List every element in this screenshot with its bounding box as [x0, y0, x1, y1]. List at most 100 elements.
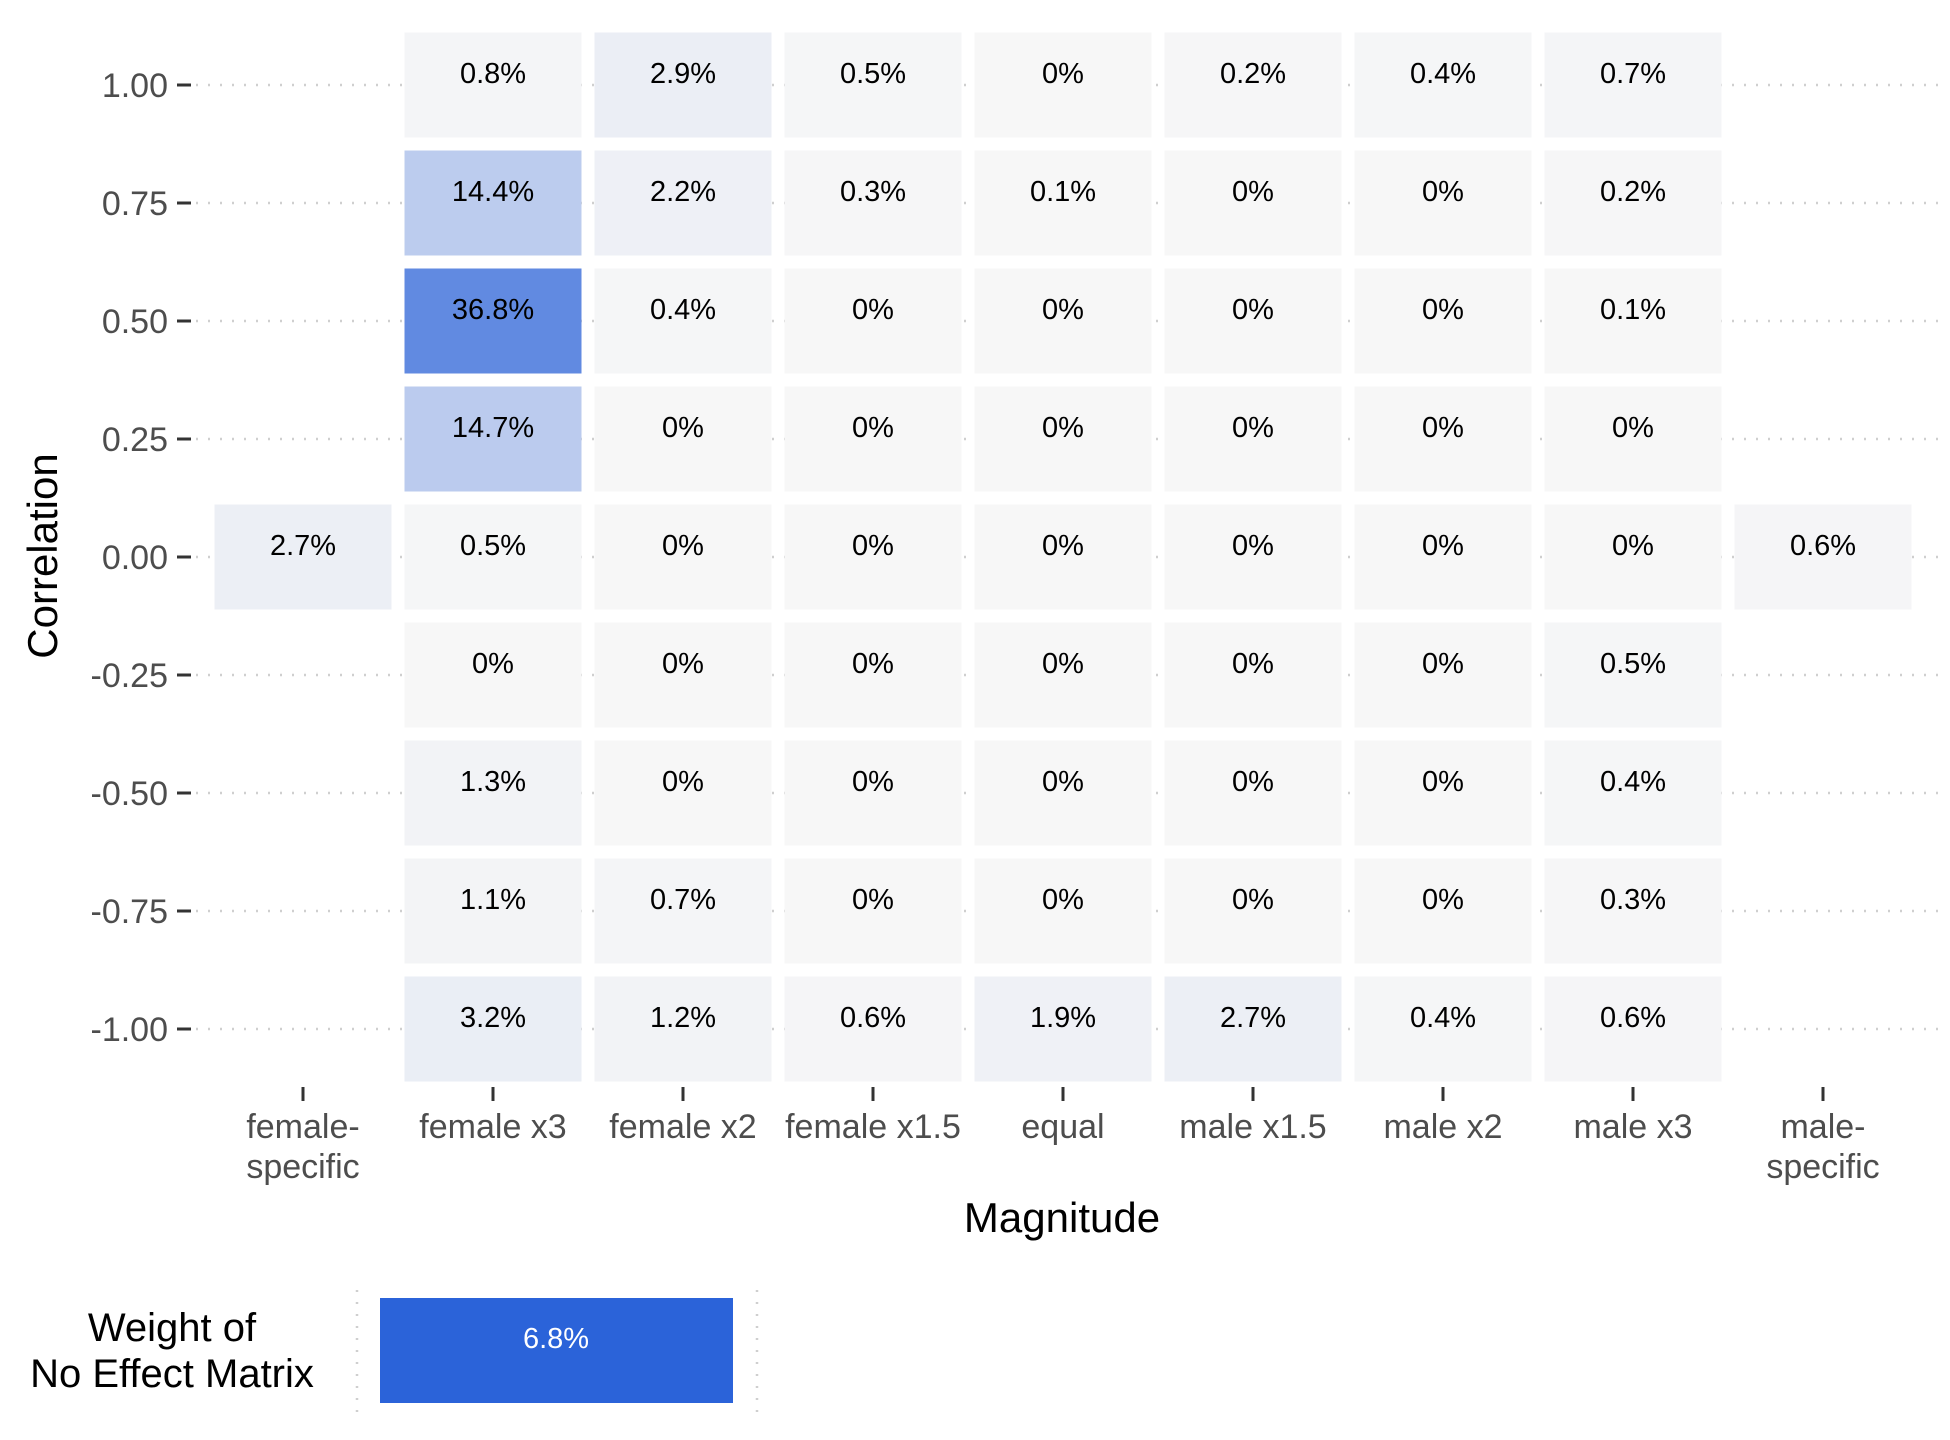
cell-value-label: 0.6% [840, 1002, 906, 1034]
y-tick-label: 0.50 [102, 303, 168, 341]
heatmap-cell [1164, 976, 1342, 1082]
cell-value-label: 0% [1422, 648, 1464, 680]
y-tick-label: -0.50 [91, 775, 169, 813]
heatmap-cell [974, 622, 1152, 728]
heatmap-cell [594, 150, 772, 256]
x-tick-label: male-specific [1766, 1108, 1879, 1186]
cell-value-label: 0% [1422, 766, 1464, 798]
heatmap-cell [594, 740, 772, 846]
cell-value-label: 0% [1042, 412, 1084, 444]
heatmap-cell [594, 386, 772, 492]
cell-value-label: 0% [1232, 766, 1274, 798]
cell-value-label: 0% [662, 412, 704, 444]
y-tick-label: 0.75 [102, 185, 168, 223]
cell-value-label: 0% [1042, 884, 1084, 916]
x-axis-title: Magnitude [964, 1194, 1160, 1241]
cell-value-label: 0% [662, 766, 704, 798]
cell-value-label: 0.2% [1220, 58, 1286, 90]
heatmap-cell [1544, 858, 1722, 964]
heatmap-cell [404, 386, 582, 492]
heatmap-cell [784, 858, 962, 964]
y-tick-label: -0.75 [91, 893, 169, 931]
cell-value-label: 0.4% [650, 294, 716, 326]
heatmap-cell [1354, 150, 1532, 256]
cell-value-label: 0% [852, 766, 894, 798]
cell-value-label: 0.5% [460, 530, 526, 562]
cell-value-label: 0% [1232, 648, 1274, 680]
cell-value-label: 0% [1232, 412, 1274, 444]
x-tick-label: equal [1021, 1108, 1104, 1146]
cell-value-label: 0% [1232, 884, 1274, 916]
cell-value-label: 0% [1042, 58, 1084, 90]
heatmap-cell [974, 740, 1152, 846]
cell-value-label: 0% [1422, 884, 1464, 916]
cell-value-label: 0.4% [1410, 1002, 1476, 1034]
cell-value-label: 0% [1232, 294, 1274, 326]
heatmap-cell [1354, 504, 1532, 610]
cell-value-label: 0% [662, 530, 704, 562]
cell-value-label: 0% [472, 648, 514, 680]
heatmap-cell [1544, 976, 1722, 1082]
cell-value-label: 0% [1422, 412, 1464, 444]
cell-value-label: 0% [852, 412, 894, 444]
no-effect-weight-panel: Weight of No Effect Matrix 6.8% [30, 1290, 759, 1412]
x-tick-label: female x1.5 [785, 1108, 961, 1146]
heatmap-cell [1164, 386, 1342, 492]
heatmap-cell [404, 268, 582, 374]
heatmap-cell [594, 622, 772, 728]
cell-value-label: 14.4% [452, 176, 534, 208]
cell-value-label: 0% [1042, 766, 1084, 798]
heatmap-cell [404, 858, 582, 964]
cell-value-label: 2.9% [650, 58, 716, 90]
x-tick-label: male x2 [1383, 1108, 1502, 1146]
cell-value-label: 0.2% [1600, 176, 1666, 208]
no-effect-title: Weight of No Effect Matrix [30, 1306, 314, 1396]
y-axis: 1.00 0.75 0.50 0.25 0.00 -0.25 -0.50 -0.75 -1.00 [91, 67, 191, 1049]
heatmap-cell [784, 268, 962, 374]
cell-value-label: 0.5% [1600, 648, 1666, 680]
y-tick-label: 0.00 [102, 539, 168, 577]
cell-value-label: 0.7% [1600, 58, 1666, 90]
heatmap-cell [1354, 976, 1532, 1082]
heatmap-cell [1164, 858, 1342, 964]
heatmap-cell [784, 504, 962, 610]
cell-value-label: 0% [1042, 648, 1084, 680]
heatmap-cell [784, 32, 962, 138]
heatmap-cell [404, 976, 582, 1082]
cell-value-label: 0% [852, 294, 894, 326]
cell-value-label: 0% [1042, 530, 1084, 562]
heatmap-cell [1164, 268, 1342, 374]
heatmap-cell [784, 976, 962, 1082]
cell-value-label: 0.3% [1600, 884, 1666, 916]
heatmap-cell [1164, 504, 1342, 610]
heatmap-cell [784, 386, 962, 492]
heatmap-cell [974, 858, 1152, 964]
cell-value-label: 2.2% [650, 176, 716, 208]
heatmap-cells: 0.8% 2.9% 0.5% 0% 0.2% 0.4% 0.7% 14.4% 2.2% 0.3% 0… [214, 32, 1912, 1082]
cell-value-label: 1.3% [460, 766, 526, 798]
cell-value-label: 0% [1612, 530, 1654, 562]
heatmap-cell [1164, 150, 1342, 256]
cell-value-label: 0% [1422, 176, 1464, 208]
x-tick-label: female x2 [609, 1108, 756, 1146]
heatmap-cell [1354, 858, 1532, 964]
cell-value-label: 0% [852, 648, 894, 680]
cell-value-label: 2.7% [270, 530, 336, 562]
heatmap-cell [404, 504, 582, 610]
heatmap-cell [1164, 32, 1342, 138]
cell-value-label: 1.9% [1030, 1002, 1096, 1034]
cell-value-label: 1.2% [650, 1002, 716, 1034]
heatmap-cell [1734, 504, 1912, 610]
y-tick-label: 0.25 [102, 421, 168, 459]
cell-value-label: 0.3% [840, 176, 906, 208]
no-effect-bar [380, 1298, 733, 1403]
heatmap-cell [974, 150, 1152, 256]
cell-value-label: 0.8% [460, 58, 526, 90]
cell-value-label: 0% [662, 648, 704, 680]
cell-value-label: 0% [1232, 530, 1274, 562]
heatmap-cell [1544, 622, 1722, 728]
heatmap-cell [594, 32, 772, 138]
heatmap-cell [1354, 268, 1532, 374]
heatmap-cell [404, 150, 582, 256]
